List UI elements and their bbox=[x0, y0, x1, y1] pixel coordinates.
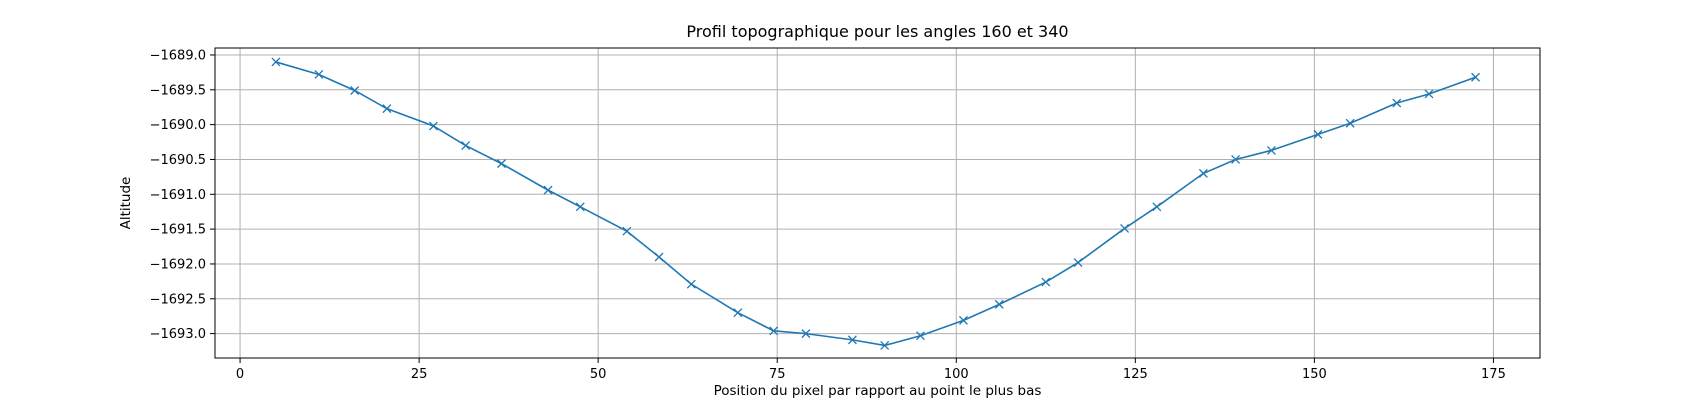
data-point bbox=[733, 308, 743, 318]
y-tick-label: −1689.0 bbox=[150, 48, 206, 63]
x-tick-label: 175 bbox=[1481, 367, 1506, 382]
y-tick-label: −1691.5 bbox=[150, 223, 206, 238]
data-point bbox=[1392, 98, 1402, 108]
ticks: 0 25 50 75 100 125 150 175 −1689.0 −1689.5 −1690.0… bbox=[150, 48, 1506, 382]
chart-title: Profil topographique pour les angles 160… bbox=[686, 22, 1068, 41]
series-layer bbox=[271, 57, 1480, 350]
y-tick-label: −1693.0 bbox=[150, 327, 206, 342]
data-point bbox=[461, 141, 471, 150]
y-tick-label: −1692.5 bbox=[150, 292, 206, 307]
data-point bbox=[1198, 168, 1208, 178]
data-point bbox=[271, 57, 281, 67]
data-point bbox=[686, 279, 696, 289]
series-line bbox=[275, 61, 1476, 347]
data-point bbox=[382, 104, 392, 114]
x-tick-label: 0 bbox=[236, 367, 244, 382]
data-point bbox=[1424, 89, 1434, 99]
data-point bbox=[1152, 202, 1162, 212]
data-point bbox=[543, 185, 553, 195]
x-tick-label: 50 bbox=[590, 367, 607, 382]
data-point bbox=[880, 341, 890, 350]
x-tick-label: 100 bbox=[944, 367, 969, 382]
data-point bbox=[1345, 118, 1355, 128]
x-tick-label: 150 bbox=[1302, 367, 1327, 382]
data-point bbox=[350, 86, 360, 95]
data-point bbox=[958, 315, 968, 325]
data-point bbox=[575, 202, 585, 212]
data-point bbox=[428, 121, 438, 131]
x-tick-label: 125 bbox=[1123, 367, 1148, 382]
data-point bbox=[1471, 72, 1480, 82]
grid bbox=[215, 48, 1540, 358]
y-axis-label: Altitude bbox=[118, 177, 134, 230]
x-tick-label: 75 bbox=[769, 367, 786, 382]
y-tick-label: −1692.0 bbox=[150, 257, 206, 272]
plot-frame bbox=[214, 47, 1541, 359]
y-tick-label: −1690.0 bbox=[150, 118, 206, 133]
data-point bbox=[847, 335, 857, 345]
data-point bbox=[801, 329, 811, 339]
data-point bbox=[654, 252, 664, 262]
data-point bbox=[1313, 129, 1323, 139]
data-point bbox=[1120, 223, 1130, 233]
data-point bbox=[916, 331, 925, 341]
data-point bbox=[314, 70, 324, 79]
data-point bbox=[497, 159, 506, 169]
data-point bbox=[994, 299, 1004, 309]
data-point bbox=[622, 226, 632, 236]
data-point bbox=[769, 326, 779, 336]
data-point bbox=[1266, 145, 1276, 155]
y-tick-label: −1689.5 bbox=[150, 83, 206, 98]
data-point bbox=[1041, 277, 1051, 287]
y-tick-label: −1691.0 bbox=[150, 188, 206, 203]
data-point bbox=[1073, 258, 1083, 268]
x-axis-label: Position du pixel par rapport au point l… bbox=[714, 383, 1042, 399]
data-point bbox=[1231, 155, 1241, 164]
x-tick-label: 25 bbox=[411, 367, 428, 382]
y-tick-label: −1690.5 bbox=[150, 153, 206, 168]
